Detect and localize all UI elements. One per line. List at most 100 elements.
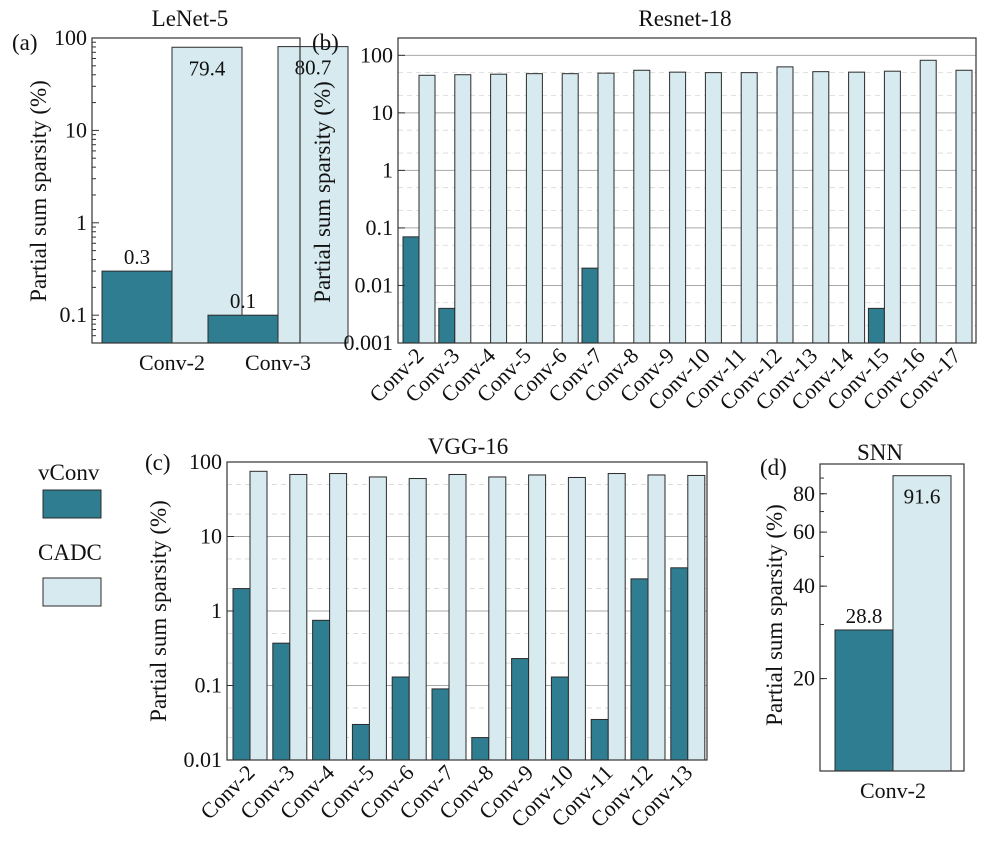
panel-c: VGG-16 (c) Partial sum sparsity (%) 0.01…: [145, 434, 708, 832]
cadc-bar-conv-3: [289, 473, 308, 761]
panel-d-ylabel: Partial sum sparsity (%): [762, 504, 787, 726]
cadc-bar-conv-7: [448, 473, 467, 761]
data-label-cadc: 91.6: [904, 485, 941, 509]
cadc-bar-conv-8: [488, 476, 507, 761]
data-label-vconv: 0.1: [230, 289, 256, 313]
legend-label-vconv: vConv: [38, 460, 100, 485]
panel-d-label: (d): [760, 455, 787, 480]
legend-swatch-vconv: [42, 489, 102, 519]
panel-b-title: Resnet-18: [638, 6, 731, 31]
panel-d: SNN (d) Partial sum sparsity (%) 20 40 60 8…: [760, 440, 965, 803]
y-tick-label: 40: [793, 573, 815, 598]
y-tick-label: 60: [793, 519, 815, 544]
vconv-bar-conv-7: [431, 688, 450, 761]
y-tick-label: 100: [189, 449, 222, 474]
panel-b-label: (b): [312, 30, 339, 55]
vconv-bar-conv-6: [391, 676, 410, 761]
panel-a-plot: 0.1 1 10 100 Conv-2 Conv-3 0.3 0.1 79.4 80.7: [54, 25, 349, 375]
vconv-bar-conv-3: [272, 642, 291, 761]
y-tick-label: 0.01: [184, 747, 223, 772]
cadc-bar-conv-15: [883, 70, 901, 344]
vconv-bar-conv-8: [471, 737, 490, 761]
panel-d-title: SNN: [857, 440, 903, 465]
cadc-bar-conv-3: [454, 74, 472, 344]
x-tick-label: Conv-3: [245, 350, 311, 375]
y-tick-label: 10: [65, 117, 87, 142]
cadc-bar-conv-6: [408, 478, 427, 761]
y-tick-label: 0.001: [344, 330, 394, 355]
y-tick-label: 100: [360, 42, 393, 67]
y-tick-label: 0.1: [60, 302, 88, 327]
panel-a-title: LeNet-5: [152, 6, 229, 31]
cadc-bar-conv-5: [368, 476, 387, 761]
legend: vConv CADC: [38, 460, 102, 607]
cadc-bar-conv-2: [171, 46, 243, 344]
vconv-bar-conv-4: [312, 619, 331, 761]
vconv-bar-conv-11: [590, 718, 609, 761]
panel-c-label: (c): [145, 450, 171, 475]
data-label-vconv: 28.8: [846, 604, 883, 628]
y-tick-label: 80: [793, 481, 815, 506]
vconv-bar-conv-9: [511, 658, 530, 761]
cadc-bar-conv-2: [892, 475, 952, 772]
vconv-bar-conv-15: [867, 307, 885, 344]
y-tick-label: 1: [211, 598, 222, 623]
panel-c-title: VGG-16: [428, 434, 509, 459]
cadc-bar-conv-7: [597, 72, 615, 344]
panel-a: LeNet-5 (a) Partial sum sparsity (%) 0.1…: [12, 6, 349, 375]
vconv-bar-conv-10: [550, 676, 569, 761]
cadc-bar-conv-3: [277, 46, 349, 344]
vconv-bar-conv-2: [101, 270, 173, 344]
cadc-bar-conv-11: [740, 72, 758, 344]
cadc-bar-conv-6: [561, 73, 579, 344]
cadc-bar-conv-14: [848, 71, 866, 344]
y-tick-label: 1: [76, 210, 87, 235]
vconv-bar-conv-2: [402, 236, 420, 344]
panel-c-ylabel: Partial sum sparsity (%): [146, 500, 171, 722]
legend-label-cadc: CADC: [38, 540, 102, 565]
panel-b-ylabel: Partial sum sparsity (%): [310, 81, 335, 303]
plot-frame: [91, 37, 301, 344]
vconv-bar-conv-2: [232, 588, 251, 761]
vconv-bar-conv-7: [581, 267, 599, 344]
plot-frame: [819, 463, 965, 772]
vconv-bar-conv-12: [630, 578, 649, 761]
cadc-bar-conv-4: [490, 73, 508, 344]
cadc-bar-conv-2: [418, 74, 436, 344]
cadc-bar-conv-2: [249, 470, 268, 761]
y-tick-label: 0.1: [366, 215, 394, 240]
cadc-bar-conv-13: [812, 71, 830, 344]
panel-b-plot: 0.0010.010.1110100Conv-2Conv-3Conv-4Conv…: [344, 37, 977, 415]
legend-swatch-cadc: [42, 577, 102, 607]
cadc-bar-conv-16: [919, 59, 937, 344]
panel-a-label: (a): [12, 30, 38, 55]
vconv-bar-conv-5: [351, 723, 370, 761]
panel-b: Resnet-18 (b) Partial sum sparsity (%) 0…: [310, 6, 977, 415]
y-tick-label: 10: [371, 100, 393, 125]
panel-c-plot: 0.010.1110100Conv-2Conv-3Conv-4Conv-5Con…: [184, 449, 708, 832]
cadc-bar-conv-12: [647, 474, 666, 761]
y-tick-label: 0.01: [355, 272, 394, 297]
x-tick-label: Conv-2: [860, 778, 926, 803]
cadc-bar-conv-8: [633, 69, 651, 344]
vconv-bar-conv-2: [834, 629, 894, 772]
y-tick-label: 0.1: [195, 673, 223, 698]
vconv-bar-conv-3: [207, 314, 279, 344]
cadc-bar-conv-10: [567, 476, 586, 761]
data-label-vconv: 0.3: [124, 245, 150, 269]
y-tick-label: 10: [200, 524, 222, 549]
cadc-bar-conv-17: [955, 69, 973, 344]
vconv-bar-conv-13: [670, 567, 689, 761]
panel-a-ylabel: Partial sum sparsity (%): [26, 80, 51, 302]
cadc-bar-conv-4: [329, 473, 348, 761]
cadc-bar-conv-10: [704, 72, 722, 344]
y-tick-label: 20: [793, 666, 815, 691]
data-label-cadc: 79.4: [189, 56, 226, 80]
cadc-bar-conv-9: [528, 474, 547, 761]
cadc-bar-conv-13: [687, 474, 706, 761]
plot-frame: [397, 37, 977, 344]
x-tick-label: Conv-2: [139, 350, 205, 375]
data-label-cadc: 80.7: [295, 56, 332, 80]
cadc-bar-conv-12: [776, 66, 794, 344]
